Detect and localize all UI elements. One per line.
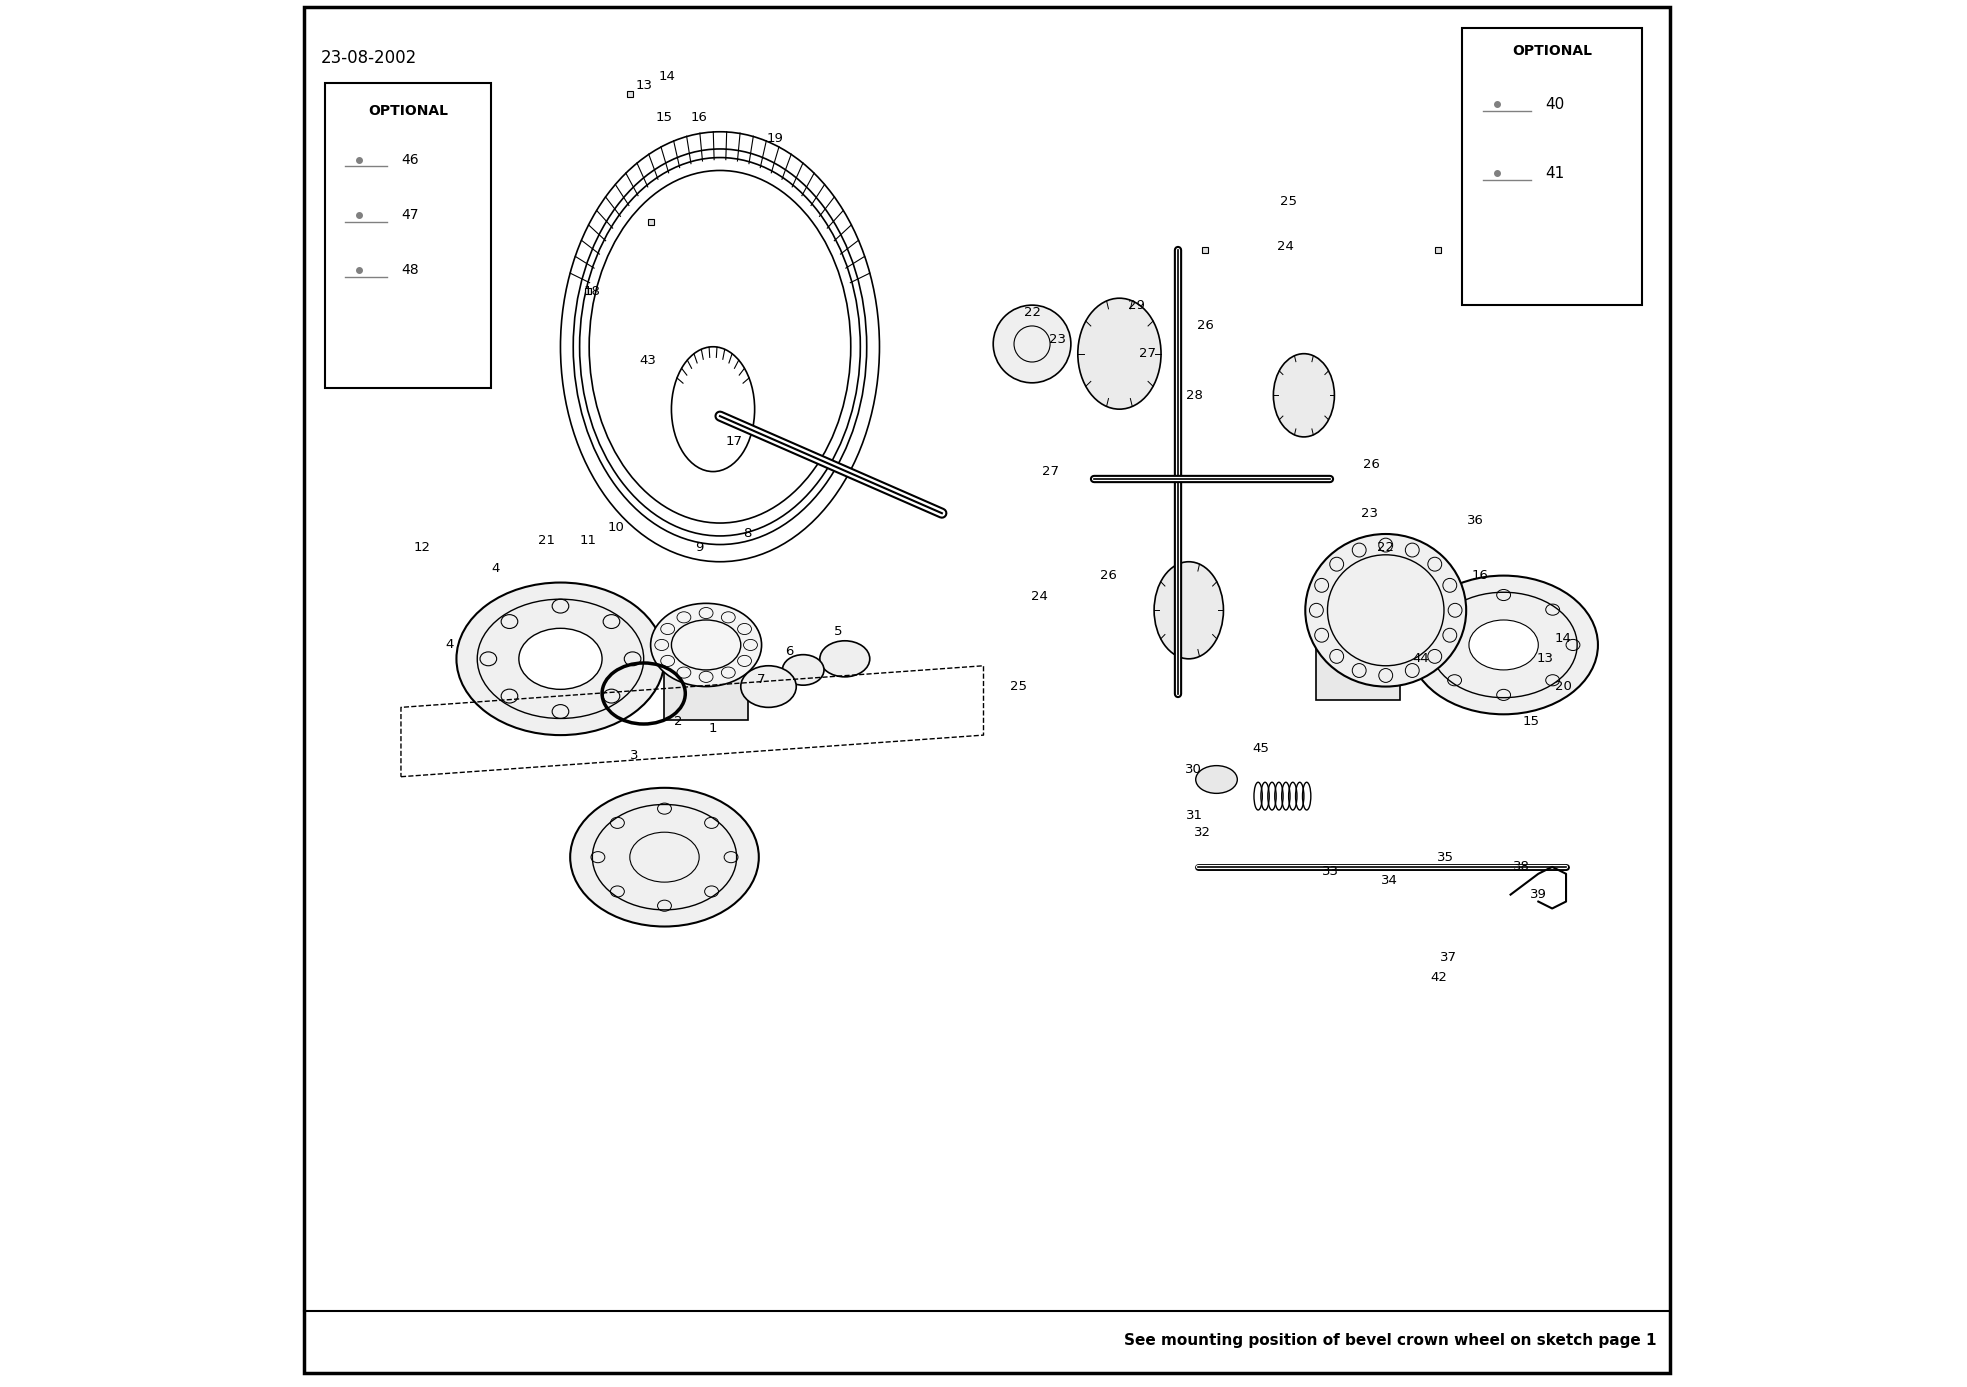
Text: 26: 26: [1100, 569, 1117, 583]
Ellipse shape: [1469, 620, 1538, 670]
Text: 16: 16: [690, 111, 708, 125]
Text: 33: 33: [1322, 864, 1340, 878]
Text: 4: 4: [445, 638, 454, 652]
Text: 22: 22: [1023, 305, 1041, 319]
Text: OPTIONAL: OPTIONAL: [368, 104, 448, 118]
Text: 22: 22: [1377, 541, 1395, 555]
FancyArrow shape: [1316, 645, 1401, 700]
Ellipse shape: [1155, 562, 1223, 659]
Text: 26: 26: [1198, 319, 1214, 333]
Text: 27: 27: [1139, 347, 1157, 361]
Text: 46: 46: [401, 153, 419, 166]
Text: 14: 14: [659, 69, 677, 83]
Text: 24: 24: [1031, 589, 1046, 603]
Text: See mounting position of bevel crown wheel on sketch page 1: See mounting position of bevel crown whe…: [1123, 1333, 1656, 1348]
Text: 25: 25: [1009, 680, 1027, 694]
Text: 35: 35: [1436, 850, 1454, 864]
Text: 47: 47: [401, 208, 419, 222]
Ellipse shape: [783, 655, 824, 685]
Text: 29: 29: [1127, 298, 1145, 312]
Text: 14: 14: [1554, 631, 1572, 645]
Text: 23: 23: [1048, 333, 1066, 347]
Text: 19: 19: [767, 132, 785, 146]
Ellipse shape: [1273, 354, 1334, 437]
Text: 34: 34: [1381, 874, 1399, 888]
Text: 13: 13: [635, 79, 653, 93]
Text: 40: 40: [1546, 97, 1564, 111]
Text: 43: 43: [639, 354, 657, 368]
Text: 45: 45: [1253, 742, 1269, 756]
Ellipse shape: [1196, 766, 1237, 793]
Text: 42: 42: [1430, 971, 1448, 985]
Text: 31: 31: [1186, 809, 1204, 822]
Text: 5: 5: [834, 624, 842, 638]
Text: 36: 36: [1467, 513, 1485, 527]
Text: 41: 41: [1546, 166, 1564, 180]
Ellipse shape: [651, 603, 761, 687]
Text: 28: 28: [1186, 388, 1202, 402]
Text: 6: 6: [785, 645, 793, 659]
FancyArrow shape: [665, 659, 747, 720]
Text: 8: 8: [744, 527, 751, 541]
Text: 37: 37: [1440, 950, 1458, 964]
Text: 9: 9: [694, 541, 704, 555]
Text: 38: 38: [1513, 860, 1530, 874]
Text: 15: 15: [655, 111, 673, 125]
Ellipse shape: [519, 628, 602, 689]
Text: 12: 12: [413, 541, 431, 555]
Text: 7: 7: [757, 673, 765, 687]
Bar: [325, 83, 492, 388]
Text: 4: 4: [492, 562, 500, 576]
Text: 13: 13: [1536, 652, 1554, 666]
Ellipse shape: [1408, 576, 1597, 714]
Text: 17: 17: [726, 434, 742, 448]
Text: 11: 11: [580, 534, 596, 548]
Text: 48: 48: [401, 264, 419, 277]
Text: 32: 32: [1194, 825, 1212, 839]
Ellipse shape: [570, 788, 759, 927]
Text: 30: 30: [1184, 763, 1202, 777]
Ellipse shape: [1306, 534, 1465, 687]
Text: 24: 24: [1277, 240, 1294, 254]
Ellipse shape: [456, 583, 665, 735]
Text: OPTIONAL: OPTIONAL: [1513, 44, 1591, 58]
Ellipse shape: [820, 641, 869, 677]
Bar: [1461, 28, 1642, 305]
Text: 44: 44: [1412, 652, 1428, 666]
Text: 23-08-2002: 23-08-2002: [321, 49, 417, 67]
Text: 25: 25: [1281, 194, 1296, 208]
Text: 18: 18: [584, 284, 600, 298]
Text: 26: 26: [1363, 458, 1381, 472]
Text: 1: 1: [708, 721, 718, 735]
Text: 21: 21: [539, 534, 555, 548]
Text: 39: 39: [1530, 888, 1546, 902]
Text: 23: 23: [1361, 506, 1377, 520]
Ellipse shape: [742, 666, 797, 707]
Text: 2: 2: [675, 714, 683, 728]
Text: 16: 16: [1471, 569, 1489, 583]
Text: 27: 27: [1043, 465, 1058, 479]
Text: 3: 3: [629, 749, 637, 763]
Text: 15: 15: [1522, 714, 1540, 728]
Ellipse shape: [1078, 298, 1161, 409]
Ellipse shape: [993, 305, 1070, 383]
Text: 20: 20: [1554, 680, 1572, 694]
Text: 10: 10: [608, 520, 624, 534]
